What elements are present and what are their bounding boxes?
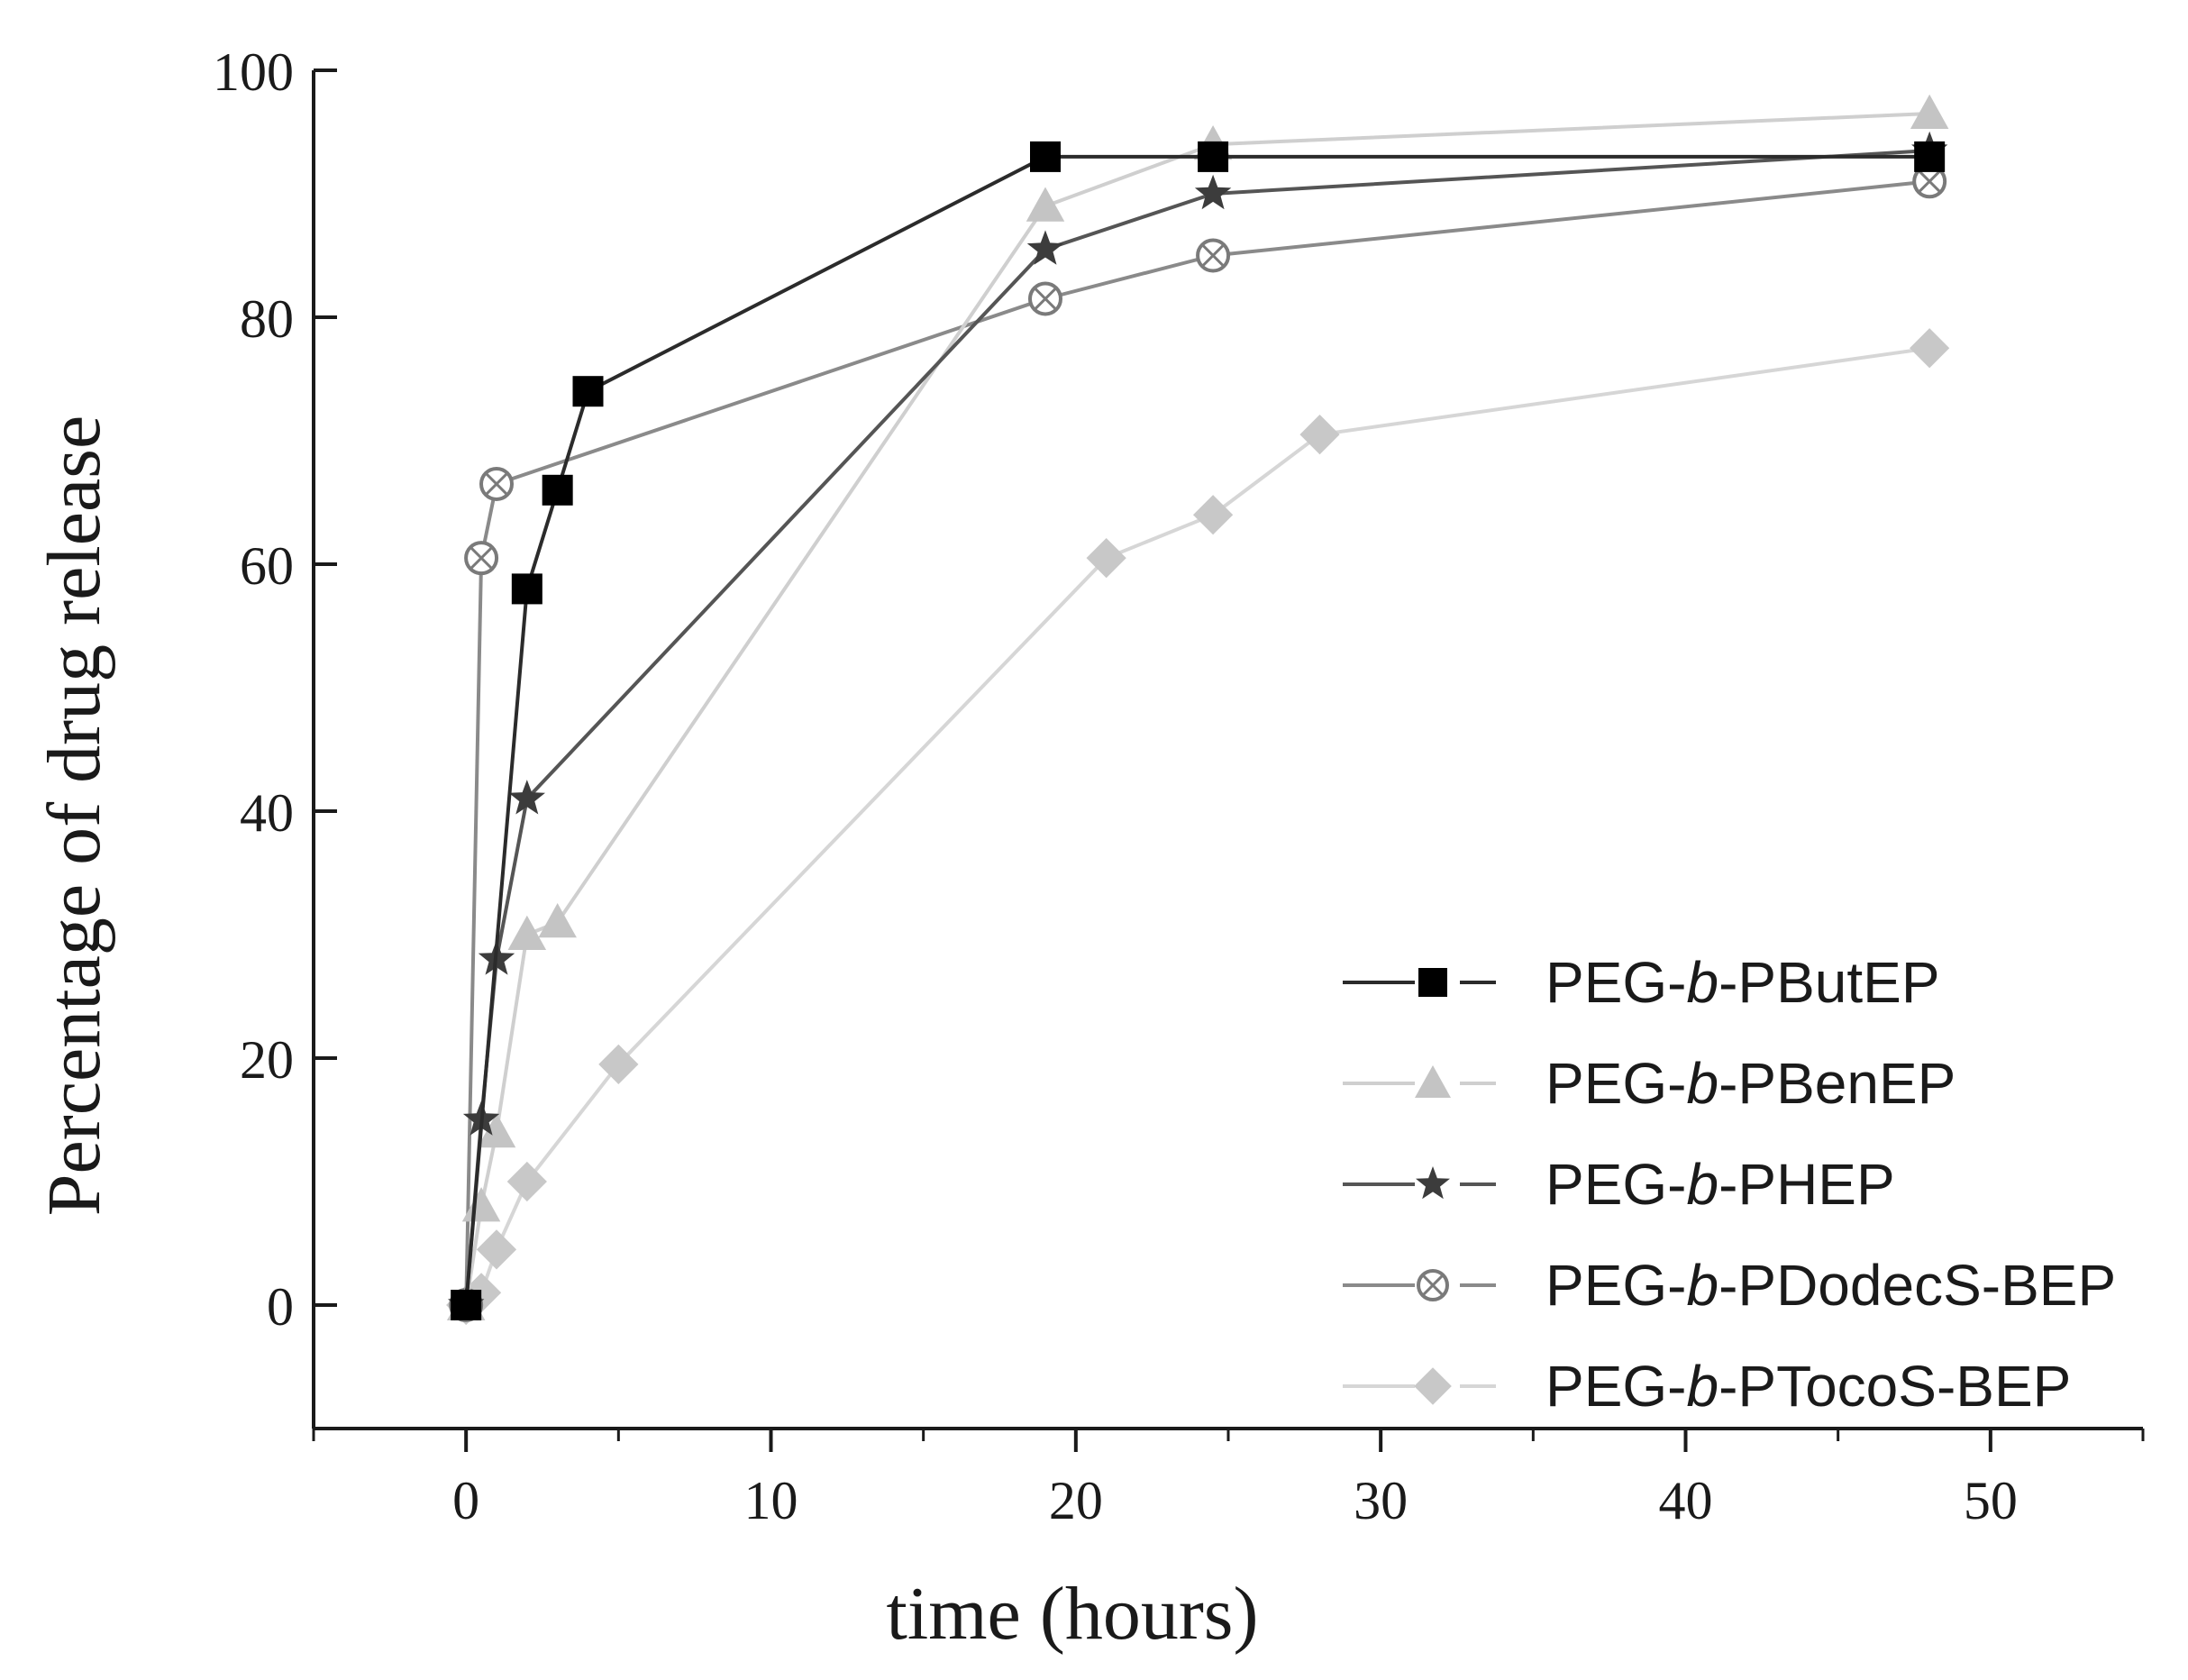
series-line xyxy=(464,112,1930,1306)
data-point xyxy=(542,474,573,506)
y-tick-label: 100 xyxy=(213,42,294,102)
x-axis-label: time (hours) xyxy=(887,1572,1259,1656)
legend-marker xyxy=(1417,1269,1449,1301)
data-point xyxy=(479,466,514,501)
series-line xyxy=(464,179,1930,1306)
legend-label: PEG-b-PBenEP xyxy=(1545,1051,1956,1116)
data-point xyxy=(506,1161,547,1202)
x-tick-label: 30 xyxy=(1354,1471,1408,1530)
data-point xyxy=(511,573,542,605)
data-point xyxy=(1910,94,1949,129)
legend-entry: PEG-b-PDodecS-BEP xyxy=(1343,1253,2116,1318)
series-phep xyxy=(448,131,1948,1321)
series-line xyxy=(464,149,1930,1306)
legend: PEG-b-PButEP PEG-b-PBenEP PEG-b-PHEP PEG-b-… xyxy=(1343,950,2116,1419)
data-point xyxy=(451,1290,482,1320)
y-tick-label: 40 xyxy=(240,783,294,843)
legend-label: PEG-b-PHEP xyxy=(1545,1152,1895,1217)
data-point xyxy=(1086,538,1126,579)
legend-label: PEG-b-PDodecS-BEP xyxy=(1545,1253,2116,1318)
series-pdodecs-bep xyxy=(449,164,1947,1322)
y-tick-label: 60 xyxy=(240,536,294,596)
data-point xyxy=(572,376,604,407)
data-point xyxy=(598,1044,639,1084)
data-point xyxy=(1030,141,1061,172)
legend-entry: PEG-b-PTocoS-BEP xyxy=(1343,1354,2071,1419)
axes: 0 20 40 60 80 100 0 10 20 30 40 50 xyxy=(213,42,2145,1530)
legend-marker xyxy=(1416,1166,1450,1200)
data-point xyxy=(477,1112,516,1148)
data-point xyxy=(1914,141,1946,172)
y-tick-label: 80 xyxy=(240,289,294,349)
data-point xyxy=(461,1187,501,1222)
data-point xyxy=(1026,187,1065,222)
data-point xyxy=(1196,238,1231,273)
series-line xyxy=(464,154,1930,1306)
y-axis-label: Percentage of drug release xyxy=(32,415,116,1217)
legend-marker xyxy=(1418,968,1447,997)
data-point xyxy=(1910,328,1950,369)
legend-entry: PEG-b-PButEP xyxy=(1343,950,1940,1015)
data-point xyxy=(1299,415,1340,455)
data-point xyxy=(508,780,545,815)
x-tick-label: 50 xyxy=(1964,1471,2018,1530)
x-tick-label: 0 xyxy=(452,1471,479,1530)
x-tick-label: 40 xyxy=(1659,1471,1713,1530)
data-point xyxy=(1194,174,1232,210)
x-tick-label: 10 xyxy=(744,1471,798,1530)
data-point xyxy=(538,903,577,938)
data-point xyxy=(1192,495,1234,535)
data-point xyxy=(464,541,499,576)
legend-marker xyxy=(1414,1367,1452,1405)
data-point xyxy=(476,1229,517,1270)
x-tick-label: 20 xyxy=(1049,1471,1103,1530)
y-tick-label: 0 xyxy=(267,1277,294,1337)
legend-entry: PEG-b-PBenEP xyxy=(1343,1051,1956,1116)
legend-marker xyxy=(1415,1065,1451,1098)
data-point xyxy=(507,915,547,950)
data-point xyxy=(1026,230,1064,265)
legend-label: PEG-b-PButEP xyxy=(1545,950,1940,1015)
data-point xyxy=(1028,281,1062,316)
series-pbutep xyxy=(451,141,1946,1320)
legend-entry: PEG-b-PHEP xyxy=(1343,1152,1895,1217)
series-pbenep xyxy=(446,94,1949,1320)
series-layer xyxy=(446,94,1950,1326)
y-tick-label: 20 xyxy=(240,1030,294,1090)
legend-label: PEG-b-PTocoS-BEP xyxy=(1545,1354,2071,1419)
data-point xyxy=(1198,141,1229,172)
